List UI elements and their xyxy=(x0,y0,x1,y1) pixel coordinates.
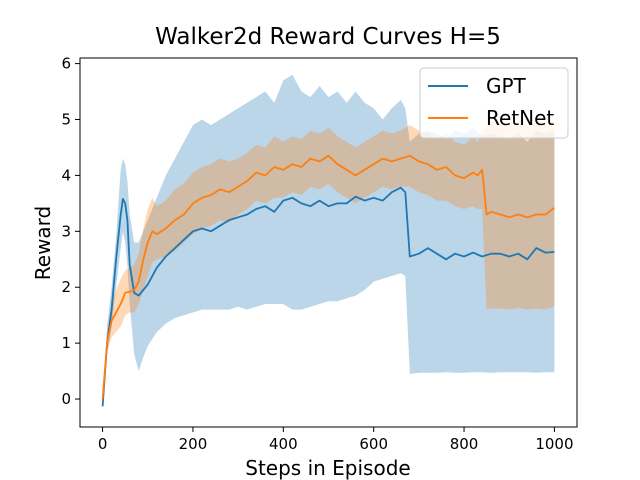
x-tick-label: 400 xyxy=(269,435,298,453)
y-axis-ticks: 0 1 2 3 4 5 6 xyxy=(61,55,80,408)
y-tick-label: 6 xyxy=(61,55,71,73)
x-axis-ticks: 0 200 400 600 800 1000 xyxy=(98,427,574,453)
y-tick-label: 5 xyxy=(61,111,71,129)
x-tick-label: 600 xyxy=(359,435,388,453)
legend: GPT RetNet xyxy=(419,67,569,139)
y-tick-label: 4 xyxy=(61,166,71,184)
series-lines xyxy=(101,154,555,407)
x-tick-label: 0 xyxy=(98,435,108,453)
x-tick-label: 200 xyxy=(179,435,208,453)
y-tick-label: 0 xyxy=(61,390,71,408)
x-tick-label: 1000 xyxy=(535,435,573,453)
y-tick-label: 1 xyxy=(61,334,71,352)
gpt-line xyxy=(101,186,555,407)
legend-label-gpt: GPT xyxy=(486,74,527,98)
y-axis-title: Reward xyxy=(31,206,55,280)
x-axis-title: Steps in Episode xyxy=(245,456,410,480)
plot-frame xyxy=(79,57,578,428)
legend-label-retnet: RetNet xyxy=(486,106,554,130)
confidence-bands xyxy=(102,74,555,407)
chart-title: Walker2d Reward Curves H=5 xyxy=(155,24,501,50)
retnet-line xyxy=(101,154,555,400)
x-tick-label: 800 xyxy=(450,435,479,453)
y-tick-label: 3 xyxy=(61,222,71,240)
retnet-band xyxy=(102,119,555,399)
gpt-band xyxy=(102,74,555,407)
y-tick-label: 2 xyxy=(61,278,71,296)
